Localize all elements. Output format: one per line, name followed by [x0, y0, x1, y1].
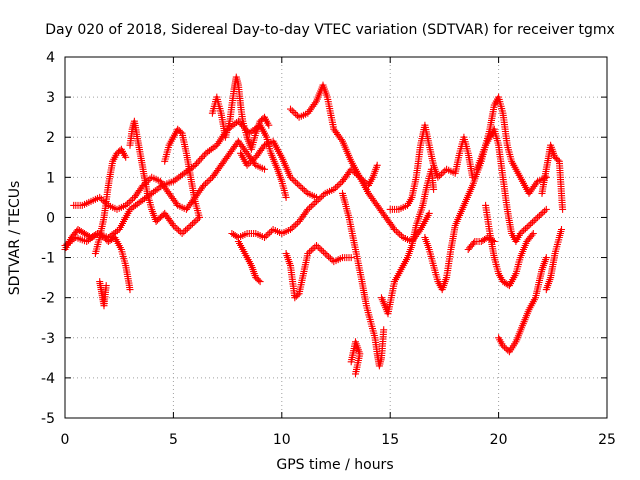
series-prn-v: [495, 254, 550, 356]
series-prn-x: [538, 141, 567, 213]
y-axis-label: SDTVAR / TECUs: [7, 181, 23, 296]
grid-lines: [65, 57, 607, 418]
series-prn-o: [339, 189, 388, 370]
x-tick-label: 25: [598, 432, 616, 448]
series-prn-c: [70, 137, 268, 213]
series-prn-q: [386, 121, 477, 213]
y-tick-label: 1: [46, 170, 55, 186]
y-tick-label: -2: [41, 291, 55, 307]
series-prn-m: [287, 81, 381, 189]
series-prn-l: [282, 242, 355, 302]
x-axis-label: GPS time / hours: [276, 457, 393, 473]
x-tick-label: 5: [169, 432, 178, 448]
x-tick-label: 15: [381, 432, 399, 448]
series-prn-f: [126, 117, 203, 237]
y-tick-label: -4: [41, 371, 55, 387]
chart-title: Day 020 of 2018, Sidereal Day-to-day VTE…: [45, 22, 615, 38]
y-tick-label: 0: [46, 210, 55, 226]
y-tick-label: 2: [46, 130, 55, 146]
series-prn-n: [347, 338, 364, 378]
x-tick-label: 10: [273, 432, 291, 448]
series-prn-h: [208, 73, 273, 153]
y-tick-label: 4: [46, 50, 55, 66]
series-prn-p: [378, 165, 438, 318]
series-prn-k: [237, 137, 320, 201]
y-tick-label: -3: [41, 331, 55, 347]
x-axis-ticks: 0 5 10 15 20 25: [61, 57, 616, 448]
series-prn-b: [61, 226, 134, 294]
y-tick-label: 3: [46, 90, 55, 106]
series-prn-i: [228, 165, 433, 245]
series-prn-u: [482, 201, 537, 290]
series-prn-j: [234, 238, 264, 286]
y-axis-ticks: -5 -4 -3 -2 -1 0 1 2 3 4: [41, 50, 607, 427]
series-prn-d: [91, 145, 130, 257]
series-prn-e: [96, 278, 110, 310]
series-prn-w: [542, 226, 565, 294]
y-tick-label: -1: [41, 251, 55, 267]
series-prn-t: [473, 125, 550, 245]
x-tick-label: 20: [490, 432, 508, 448]
plot-frame: [64, 56, 608, 419]
series-prn-r: [421, 93, 550, 294]
y-tick-label: -5: [41, 411, 55, 427]
series-prn-g: [161, 125, 203, 221]
data-points: [61, 73, 567, 378]
x-tick-label: 0: [61, 432, 70, 448]
